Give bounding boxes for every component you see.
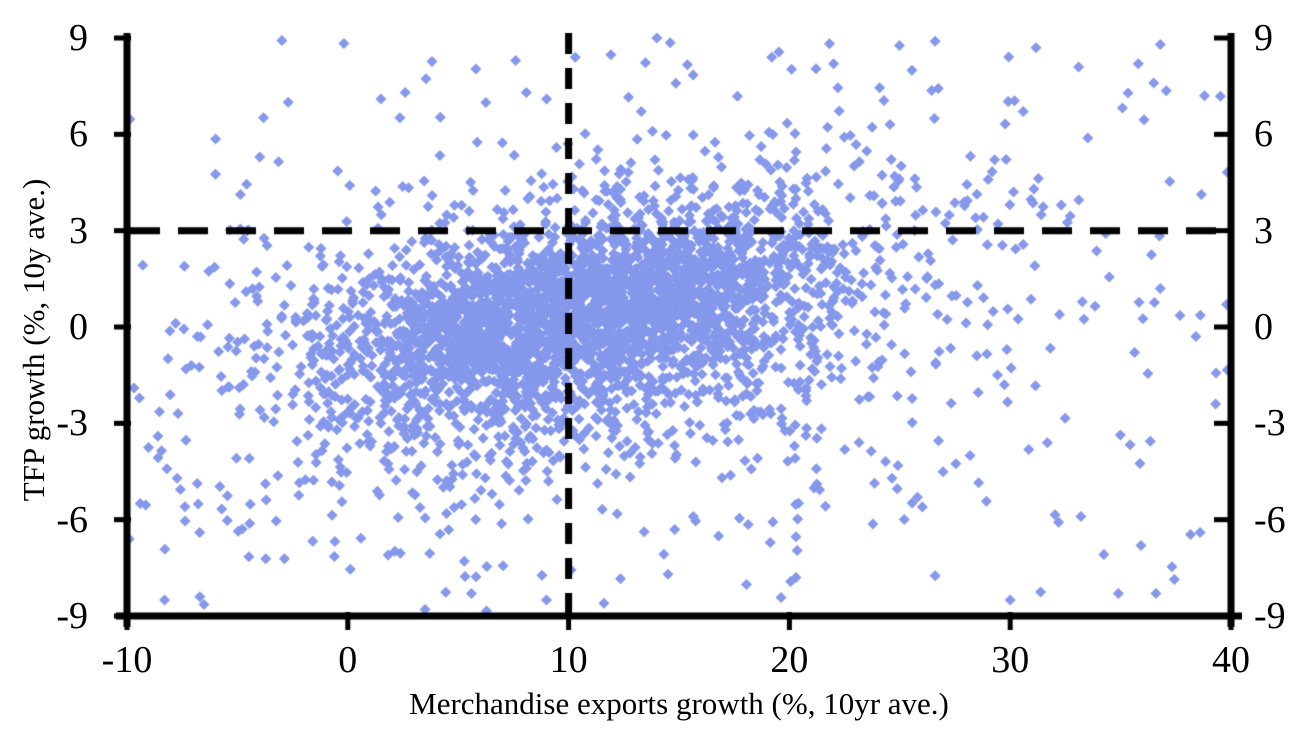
scatter-plot-canvas: [0, 0, 1307, 731]
scatter-figure: Merchandise exports growth (%, 10yr ave.…: [0, 0, 1307, 731]
